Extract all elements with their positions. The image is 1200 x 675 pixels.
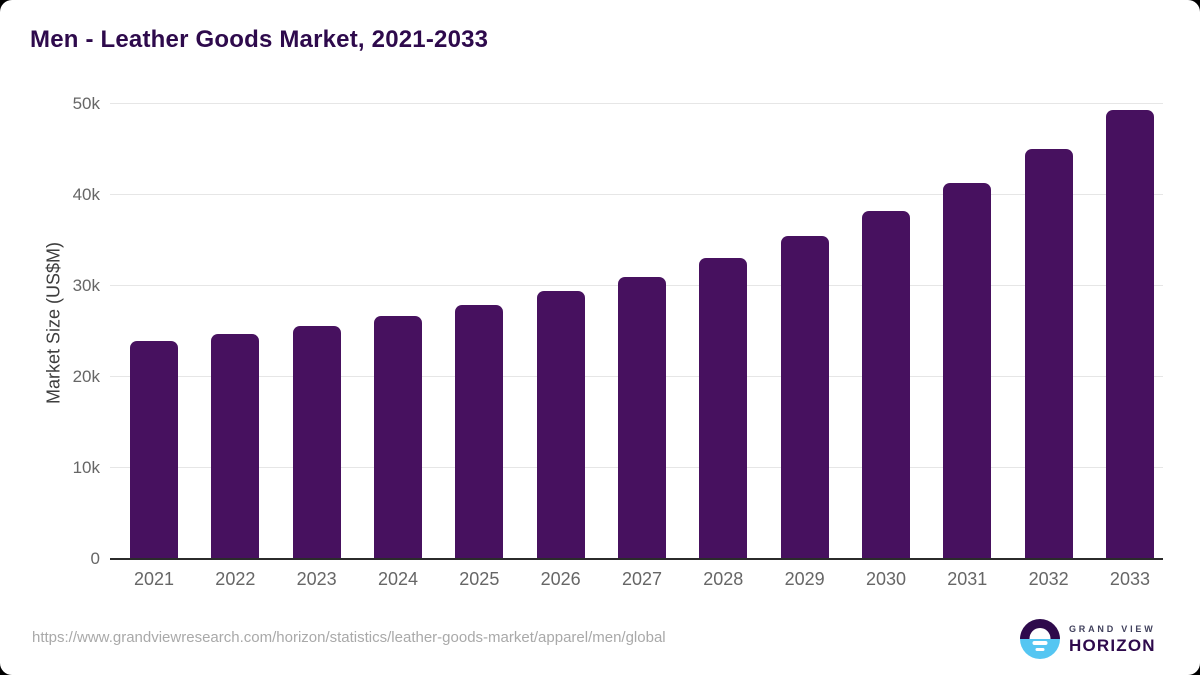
logo-sun [1029, 628, 1051, 639]
x-tick-2026: 2026 [540, 569, 581, 589]
grand-view-horizon-logo[interactable]: GRAND VIEW HORIZON [1020, 619, 1156, 659]
x-tick-2025: 2025 [459, 569, 500, 589]
sun-horizon-icon [1020, 619, 1060, 659]
bar-2029[interactable] [780, 235, 829, 559]
bar-2023[interactable] [292, 326, 341, 559]
x-tick-2028: 2028 [703, 569, 744, 589]
bar-2024[interactable] [373, 315, 422, 559]
x-tick-2029: 2029 [784, 569, 825, 589]
y-tick-40k: 40k [72, 184, 100, 204]
bar-2031[interactable] [943, 183, 992, 559]
y-tick-50k: 50k [72, 93, 100, 113]
plot-area [110, 92, 1163, 560]
x-tick-2021: 2021 [133, 569, 175, 589]
gridline-40k [110, 193, 1163, 195]
y-tick-20k: 20k [72, 366, 100, 386]
source-url: https://www.grandviewresearch.com/horizo… [32, 629, 666, 646]
bar-2025[interactable] [455, 305, 504, 559]
logo-brand-bottom: HORIZON [1069, 635, 1156, 655]
y-tick-10k: 10k [72, 457, 100, 477]
bar-2022[interactable] [211, 334, 260, 559]
x-tick-2032: 2032 [1028, 569, 1069, 589]
x-tick-2033: 2033 [1109, 569, 1150, 589]
bar-2030[interactable] [861, 211, 910, 559]
logo-reflection-1 [1032, 641, 1048, 645]
logo-reflection-2 [1035, 647, 1045, 651]
logo-text: GRAND VIEW HORIZON [1069, 623, 1156, 655]
bar-2028[interactable] [699, 257, 748, 559]
x-axis-line [110, 558, 1163, 560]
bar-2027[interactable] [617, 276, 666, 559]
x-tick-2027: 2027 [621, 569, 662, 589]
x-tick-2024: 2024 [377, 569, 419, 589]
x-tick-2031: 2031 [947, 569, 988, 589]
x-tick-2022: 2022 [215, 569, 256, 589]
x-tick-2030: 2030 [865, 569, 906, 589]
y-tick-0: 0 [90, 549, 100, 568]
y-tick-30k: 30k [72, 275, 100, 295]
gridline-50k [110, 102, 1163, 104]
bar-2032[interactable] [1024, 149, 1073, 559]
chart-title: Men - Leather Goods Market, 2021-2033 [30, 26, 489, 53]
bar-2026[interactable] [536, 291, 585, 559]
x-tick-2023: 2023 [296, 569, 337, 589]
bar-2021[interactable] [130, 341, 178, 559]
bar-2033[interactable] [1105, 110, 1154, 559]
logo-brand-top: GRAND VIEW [1069, 623, 1156, 634]
